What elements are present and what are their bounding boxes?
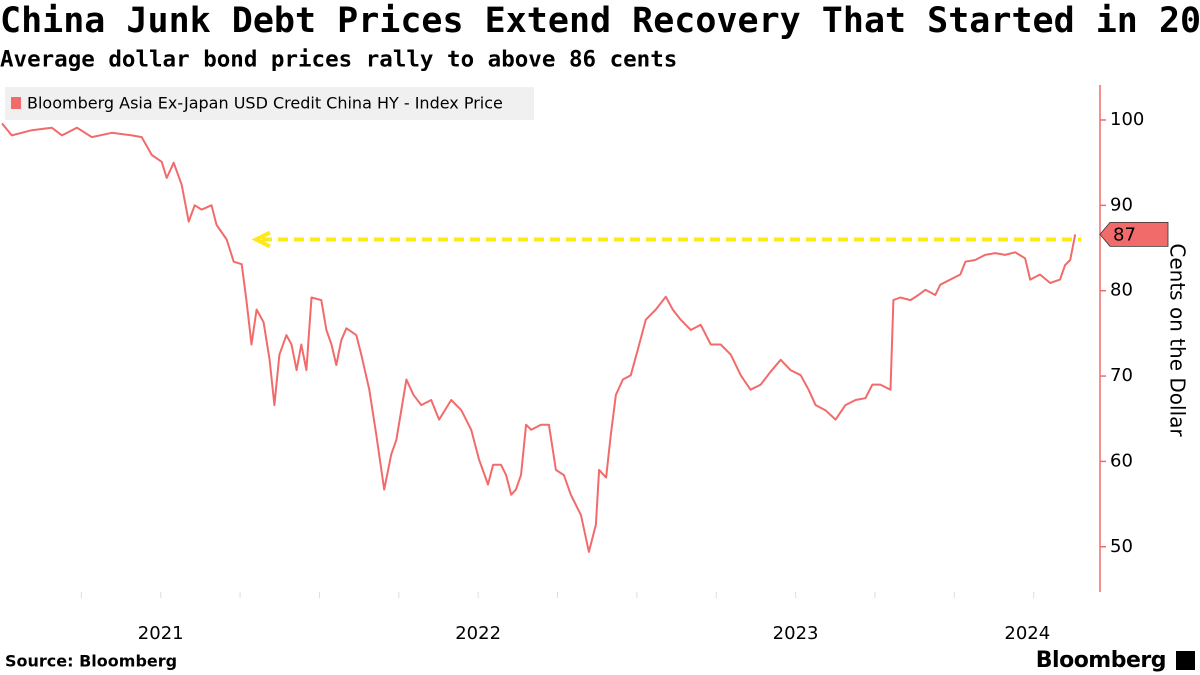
- series-line: [1, 122, 1077, 553]
- y-tick-label: 50: [1110, 536, 1133, 557]
- x-tick-label: 2023: [773, 623, 819, 644]
- brand-icon: [1176, 651, 1195, 670]
- x-tick-label: 2022: [455, 623, 501, 644]
- end-label: 87: [1113, 224, 1136, 245]
- y-tick-label: 80: [1110, 280, 1133, 301]
- source: Source: Bloomberg: [5, 652, 177, 671]
- x-tick-label: 2021: [138, 623, 184, 644]
- legend-box: [5, 87, 534, 120]
- legend-label: Bloomberg Asia Ex-Japan USD Credit China…: [27, 94, 503, 113]
- y-tick-label: 70: [1110, 365, 1133, 386]
- y-tick-label: 90: [1110, 194, 1133, 215]
- x-tick-label: 2024: [1004, 623, 1050, 644]
- chart-subtitle: Average dollar bond prices rally to abov…: [0, 47, 677, 73]
- end-label-box: [1099, 221, 1169, 247]
- chart-title: China Junk Debt Prices Extend Recovery T…: [0, 1, 1200, 41]
- y-tick-label: 100: [1110, 109, 1144, 130]
- brand: Bloomberg: [1036, 648, 1166, 673]
- legend-swatch: [11, 97, 21, 109]
- y-axis-label: Cents on the Dollar: [1166, 243, 1190, 437]
- arrow-head: [251, 230, 271, 249]
- y-tick-label: 60: [1110, 450, 1133, 471]
